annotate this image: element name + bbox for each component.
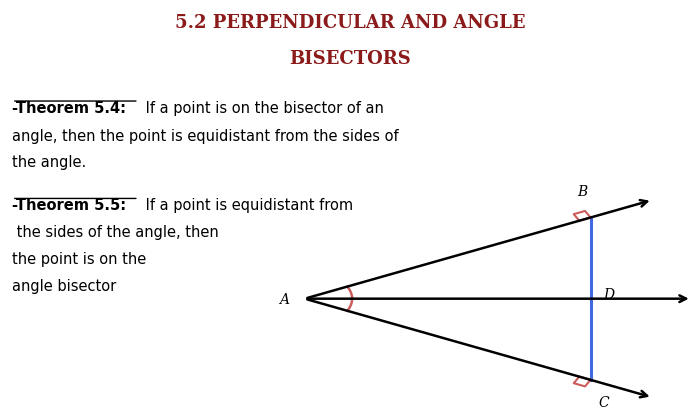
Text: the sides of the angle, then: the sides of the angle, then — [12, 225, 218, 240]
Text: B: B — [577, 185, 587, 199]
Text: D: D — [603, 287, 614, 301]
Text: -Theorem 5.5:: -Theorem 5.5: — [12, 198, 126, 213]
Text: If a point is on the bisector of an: If a point is on the bisector of an — [141, 101, 384, 116]
Text: angle, then the point is equidistant from the sides of: angle, then the point is equidistant fro… — [12, 129, 398, 144]
Text: BISECTORS: BISECTORS — [289, 50, 411, 68]
Text: C: C — [599, 395, 610, 409]
Text: A: A — [279, 292, 289, 306]
Text: 5.2 PERPENDICULAR AND ANGLE: 5.2 PERPENDICULAR AND ANGLE — [175, 14, 525, 31]
Text: the angle.: the angle. — [12, 154, 86, 169]
Text: -Theorem 5.4:: -Theorem 5.4: — [12, 101, 126, 116]
Text: angle bisector: angle bisector — [12, 278, 116, 293]
Text: the point is on the: the point is on the — [12, 252, 146, 266]
Text: If a point is equidistant from: If a point is equidistant from — [141, 198, 353, 213]
